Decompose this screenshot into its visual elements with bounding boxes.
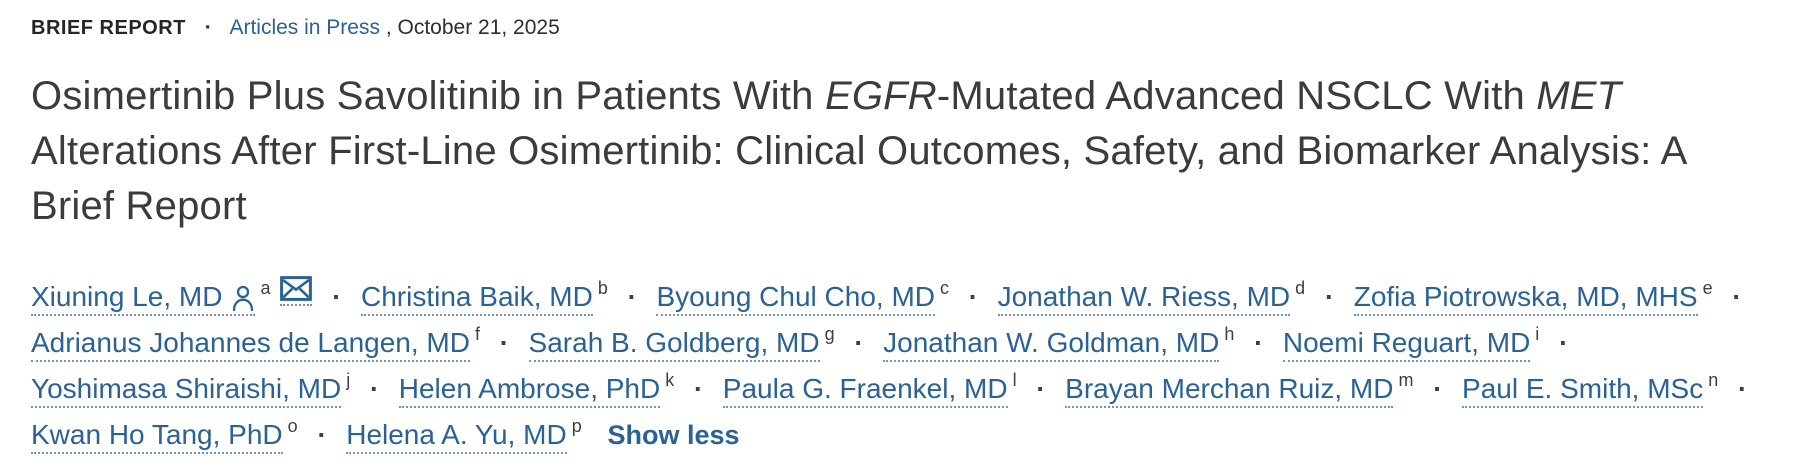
author-affiliation-sup: l — [1012, 370, 1017, 390]
author-link[interactable]: Yoshimasa Shiraishi, MD — [31, 373, 342, 408]
author-link[interactable]: Byoung Chul Cho, MD — [656, 281, 936, 316]
author-affiliation-sup: p — [571, 416, 582, 436]
eyebrow: BRIEF REPORT · Articles in Press , Octob… — [31, 16, 1778, 40]
author-link[interactable]: Kwan Ho Tang, PhD — [31, 419, 283, 454]
author-separator: · — [1732, 282, 1742, 312]
author-separator: · — [1433, 374, 1443, 404]
author-link[interactable]: Brayan Merchan Ruiz, MD — [1065, 373, 1394, 408]
author-affiliation-sup: g — [824, 324, 835, 344]
show-less-button[interactable]: Show less — [607, 420, 740, 450]
author-link[interactable]: Xiuning Le, MD — [31, 281, 256, 316]
author-entry: Jonathan W. Goldman, MD h — [883, 324, 1235, 362]
author-separator: · — [1559, 328, 1569, 358]
author-affiliation-sup: i — [1535, 324, 1540, 344]
author-entry: Xiuning Le, MD a — [31, 276, 313, 316]
author-affiliation-sup: o — [287, 416, 298, 436]
correspondence-link[interactable] — [280, 276, 313, 306]
title-segment: -Mutated Advanced NSCLC With — [936, 74, 1537, 118]
author-affiliation-sup: c — [940, 278, 950, 298]
author-link[interactable]: Zofia Piotrowska, MD, MHS — [1353, 281, 1698, 316]
author-separator: · — [332, 282, 342, 312]
author-affiliation-sup: k — [665, 370, 675, 390]
author-affiliation-sup: h — [1224, 324, 1235, 344]
author-link[interactable]: Jonathan W. Riess, MD — [997, 281, 1291, 316]
article-type-label: BRIEF REPORT — [31, 17, 186, 39]
author-separator: · — [694, 374, 704, 404]
author-link[interactable]: Christina Baik, MD — [361, 281, 593, 316]
author-separator: · — [317, 420, 327, 450]
author-entry: Byoung Chul Cho, MD c — [656, 278, 950, 316]
author-entry: Paul E. Smith, MSc n — [1462, 370, 1719, 408]
author-entry: Helena A. Yu, MD p — [346, 416, 582, 454]
eyebrow-separator: · — [204, 16, 212, 39]
author-entry: Christina Baik, MD b — [361, 278, 608, 316]
author-link[interactable]: Paula G. Fraenkel, MD — [722, 373, 1008, 408]
author-separator: · — [627, 282, 637, 312]
author-separator: · — [1324, 282, 1334, 312]
author-link[interactable]: Sarah B. Goldberg, MD — [528, 327, 820, 362]
author-link[interactable]: Jonathan W. Goldman, MD — [883, 327, 1220, 362]
author-link[interactable]: Paul E. Smith, MSc — [1462, 373, 1704, 408]
author-affiliation-sup: f — [474, 324, 480, 344]
author-entry: Helen Ambrose, PhD k — [398, 370, 675, 408]
author-entry: Zofia Piotrowska, MD, MHS e — [1353, 278, 1713, 316]
title-segment: EGFR — [824, 74, 937, 118]
author-separator: · — [854, 328, 864, 358]
author-entry: Sarah B. Goldberg, MD g — [528, 324, 835, 362]
title-segment: Alterations After First-Line Osimertinib… — [31, 129, 1686, 228]
author-separator: · — [499, 328, 509, 358]
author-entry: Jonathan W. Riess, MD d — [997, 278, 1306, 316]
email-icon — [280, 276, 313, 301]
author-separator: · — [369, 374, 379, 404]
title-segment: Osimertinib Plus Savolitinib in Patients… — [31, 74, 825, 118]
article-header: BRIEF REPORT · Articles in Press , Octob… — [31, 16, 1778, 458]
articles-in-press-link[interactable]: Articles in Press — [229, 16, 380, 39]
author-separator: · — [968, 282, 978, 312]
publication-date: , October 21, 2025 — [385, 16, 560, 39]
author-separator: · — [1254, 328, 1264, 358]
author-link[interactable]: Helena A. Yu, MD — [346, 419, 567, 454]
author-entry: Noemi Reguart, MD i — [1282, 324, 1540, 362]
author-separator: · — [1738, 374, 1748, 404]
author-affiliation-sup: n — [1708, 370, 1719, 390]
author-separator: · — [1036, 374, 1046, 404]
author-link[interactable]: Helen Ambrose, PhD — [398, 373, 661, 408]
author-link[interactable]: Adrianus Johannes de Langen, MD — [31, 327, 470, 362]
author-entry: Yoshimasa Shiraishi, MD j — [31, 370, 351, 408]
author-affiliation-sup: m — [1398, 370, 1414, 390]
author-entry: Brayan Merchan Ruiz, MD m — [1065, 370, 1414, 408]
author-affiliation-sup: e — [1702, 278, 1713, 298]
author-entry: Adrianus Johannes de Langen, MD f — [31, 324, 480, 362]
author-link[interactable]: Noemi Reguart, MD — [1282, 327, 1531, 362]
author-affiliation-sup: b — [597, 278, 608, 298]
author-list: Xiuning Le, MD a · Christina Baik, MD b · … — [31, 274, 1778, 458]
author-entry: Paula G. Fraenkel, MD l — [722, 370, 1017, 408]
author-affiliation-sup: j — [346, 370, 351, 390]
author-affiliation-sup: d — [1295, 278, 1306, 298]
article-title: Osimertinib Plus Savolitinib in Patients… — [31, 69, 1778, 234]
author-entry: Kwan Ho Tang, PhD o — [31, 416, 298, 454]
author-affiliation-sup: a — [260, 278, 271, 298]
title-segment: MET — [1536, 74, 1622, 118]
person-icon — [233, 285, 254, 312]
